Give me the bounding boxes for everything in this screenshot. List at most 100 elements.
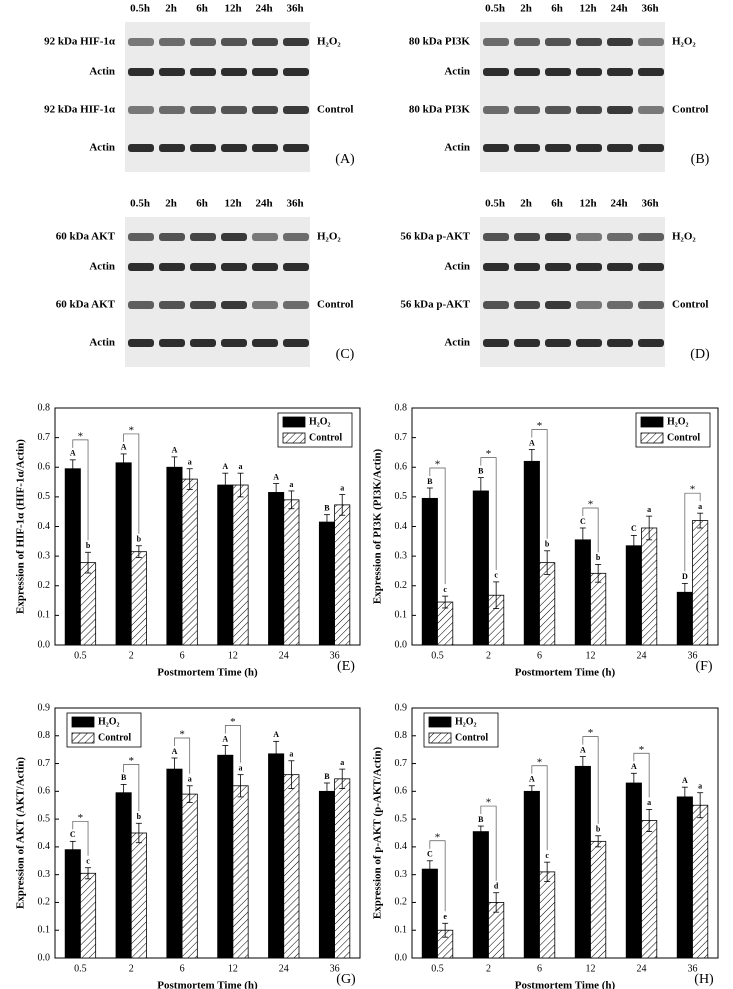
legend-swatch (640, 416, 664, 428)
band (483, 301, 509, 309)
group-letter: A (222, 734, 228, 743)
error-bar (544, 861, 551, 883)
significance-mark: * (537, 756, 543, 768)
band (190, 339, 216, 347)
group-letter: a (340, 483, 344, 492)
bar (80, 872, 97, 959)
bar (115, 462, 132, 646)
error-bar (323, 514, 330, 530)
band (283, 106, 309, 114)
band (190, 301, 216, 309)
lane-label: 36h (641, 198, 658, 210)
row-label: 80 kDa PI3K (409, 36, 471, 48)
row-label: Actin (444, 66, 470, 78)
condition-label: Control (672, 104, 708, 116)
significance-bracket (72, 439, 89, 541)
lane-label: 0.5h (130, 3, 150, 15)
x-tick-label: 24 (279, 650, 289, 661)
y-tick-label: 0.5 (395, 813, 408, 824)
y-tick-label: 0.2 (38, 897, 51, 908)
plot-frame (54, 707, 361, 959)
band (159, 144, 185, 152)
band (190, 106, 216, 114)
x-tick-label: 2 (129, 650, 134, 661)
plot-frame (411, 707, 719, 959)
bar (574, 765, 591, 959)
bar (625, 545, 642, 646)
band (607, 144, 633, 152)
lane-label: 6h (196, 198, 208, 210)
x-tick-label: 36 (688, 963, 698, 974)
group-letter: D (682, 572, 688, 581)
group-letter: c (494, 571, 498, 580)
x-tick-label: 2 (129, 963, 134, 974)
significance-mark: * (639, 744, 645, 756)
band (190, 68, 216, 76)
error-bar (120, 783, 127, 802)
lane-label: 12h (224, 198, 241, 210)
significance-mark: * (129, 424, 135, 436)
band (159, 339, 185, 347)
band (283, 38, 309, 46)
y-tick-label: 0.4 (395, 521, 408, 532)
y-tick-label: 0.7 (38, 432, 51, 443)
error-bar (69, 840, 76, 859)
legend-swatch (428, 716, 452, 728)
bar (523, 790, 540, 959)
band (190, 38, 216, 46)
band (252, 144, 278, 152)
x-tick-label: 0.5 (431, 963, 444, 974)
bar (181, 478, 198, 646)
band (128, 144, 154, 152)
bar (692, 804, 709, 959)
band (514, 106, 540, 114)
error-bar (442, 922, 449, 938)
band (607, 38, 633, 46)
legend-label: H₂O₂ (309, 416, 331, 427)
band (159, 233, 185, 241)
group-letter: C (427, 850, 433, 859)
bar (80, 562, 97, 646)
significance-mark: * (78, 430, 84, 442)
bar (232, 484, 249, 646)
lane-label: 12h (579, 198, 596, 210)
band (545, 38, 571, 46)
error-bar (323, 782, 330, 801)
error-bar (288, 490, 295, 510)
panel-label: (G) (336, 972, 356, 987)
y-axis-title: Expression of PI3K (PI3K/Actin) (372, 449, 384, 605)
band (638, 339, 664, 347)
x-tick-label: 2 (486, 963, 491, 974)
lane-label: 36h (286, 3, 303, 15)
band (483, 339, 509, 347)
lane-label: 6h (551, 3, 563, 15)
row-label: 60 kDa AKT (56, 231, 116, 243)
x-tick-label: 24 (279, 963, 289, 974)
y-tick-label: 0.5 (38, 491, 51, 502)
group-letter: A (631, 762, 637, 771)
band (252, 301, 278, 309)
group-letter: c (545, 851, 549, 860)
significance-bracket (531, 429, 548, 539)
significance-bracket (480, 457, 497, 570)
band (190, 233, 216, 241)
error-bar (69, 459, 76, 479)
band (638, 144, 664, 152)
error-bar (442, 595, 449, 609)
y-tick-label: 0.5 (38, 813, 51, 824)
band (221, 263, 247, 271)
band (483, 38, 509, 46)
y-tick-label: 0.1 (38, 925, 51, 936)
error-bar (186, 468, 193, 490)
group-letter: a (239, 462, 243, 471)
group-letter: A (580, 745, 586, 754)
y-tick-label: 0.4 (38, 841, 51, 852)
legend-label: H₂O₂ (98, 716, 120, 727)
bar (217, 484, 234, 646)
band (128, 339, 154, 347)
group-letter: c (86, 857, 90, 866)
error-bar (135, 822, 142, 844)
legend-swatch (282, 416, 306, 428)
y-axis-title: Expression of p-AKT (p-AKT/Actin) (372, 747, 384, 920)
error-bar (222, 472, 229, 498)
